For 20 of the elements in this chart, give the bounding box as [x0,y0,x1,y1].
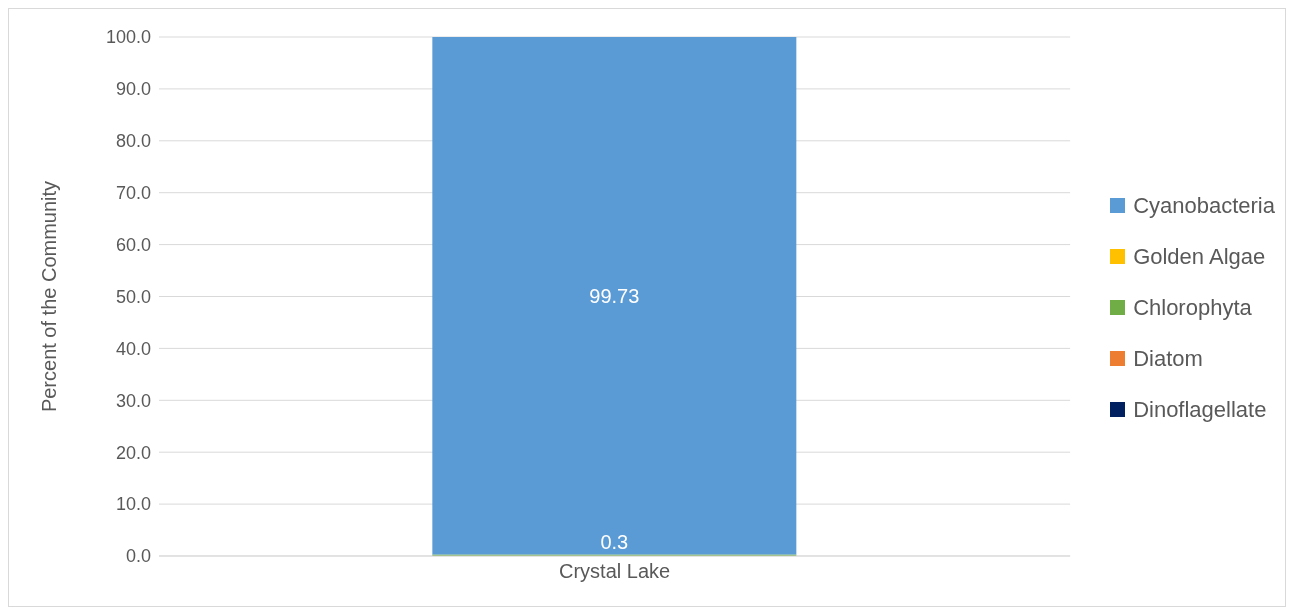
legend-label: Dinoflagellate [1133,396,1267,423]
y-tick-label: 80.0 [115,131,151,152]
y-tick-label: 0.0 [125,546,151,567]
legend-label: Golden Algae [1133,243,1266,270]
y-tick-label: 100.0 [105,27,151,48]
y-tick-label: 90.0 [115,79,151,100]
y-tick-label: 70.0 [115,183,151,204]
y-tick-label: 20.0 [115,442,151,463]
y-tick-label: 50.0 [115,286,151,307]
data-label: 99.73 [589,284,640,307]
y-axis-title: Percent of the Community [38,180,61,413]
data-label: 0.3 [600,531,629,553]
legend-label: Chlorophyta [1133,294,1252,321]
x-tick-label: Crystal Lake [558,560,671,583]
y-tick-label: 10.0 [115,494,151,515]
y-tick-label: 60.0 [115,234,151,255]
y-tick-label: 30.0 [115,390,151,411]
legend-label: Diatom [1133,345,1203,372]
y-tick-label: 40.0 [115,338,151,359]
legend-label: Cyanobacteria [1133,192,1275,219]
